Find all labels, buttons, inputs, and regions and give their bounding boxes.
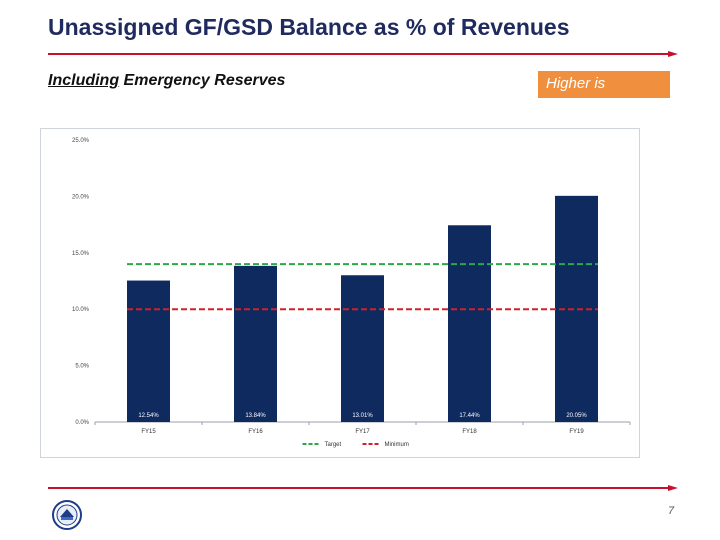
bottom-divider-arrow: [668, 485, 678, 491]
bar-value-label: 13.84%: [245, 413, 266, 419]
bar-value-label: 12.54%: [138, 413, 159, 419]
city-seal-logo-icon: [52, 500, 82, 530]
y-tick-label: 20.0%: [72, 194, 90, 200]
bottom-divider: [48, 487, 668, 489]
x-tick-label: FY18: [462, 429, 477, 435]
page-number: 7: [668, 505, 675, 517]
bar-fy16: [234, 265, 277, 422]
bar-value-label: 17.44%: [459, 413, 480, 419]
bar-fy17: [341, 275, 384, 422]
y-tick-label: 5.0%: [75, 364, 89, 370]
y-tick-label: 10.0%: [72, 307, 90, 313]
slide-subtitle: Including Emergency Reserves: [48, 72, 285, 90]
subtitle-rest: Emergency Reserves: [119, 72, 286, 89]
x-tick-label: FY15: [141, 429, 156, 435]
x-tick-label: FY19: [569, 429, 584, 435]
bar-value-label: 20.05%: [566, 413, 587, 419]
bar-chart: 0.0% 5.0% 10.0% 15.0% 20.0% 25.0% 12.54% FY15 13…: [72, 138, 631, 448]
x-tick-label: FY17: [355, 429, 370, 435]
legend-label-target: Target: [325, 442, 342, 448]
subtitle-underlined-word: Including: [48, 72, 120, 89]
x-tick-label: FY16: [248, 429, 263, 435]
bar-value-label: 13.01%: [352, 413, 373, 419]
bar-fy18: [448, 225, 491, 422]
top-divider-arrow: [668, 51, 678, 57]
y-tick-label: 0.0%: [75, 420, 89, 426]
y-tick-label: 25.0%: [72, 138, 90, 144]
top-divider: [48, 53, 668, 55]
chart-frame: [40, 128, 640, 458]
slide-title: Unassigned GF/GSD Balance as % of Revenu…: [48, 14, 570, 40]
higher-is-better-callout: Higher is: [538, 71, 670, 98]
bar-fy15: [127, 280, 170, 422]
y-tick-label: 15.0%: [72, 251, 90, 257]
legend-label-minimum: Minimum: [385, 442, 409, 448]
